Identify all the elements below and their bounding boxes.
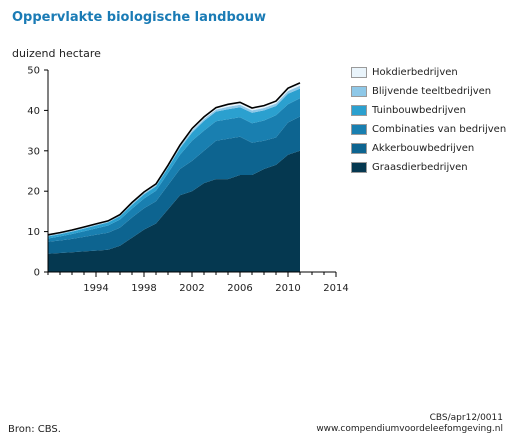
legend-label: Tuinbouwbedrijven [372, 105, 466, 116]
y-tick-label: 50 [27, 66, 40, 77]
x-tick-label: 1994 [83, 283, 108, 294]
y-tick-label: 20 [27, 187, 40, 198]
credit-block: CBS/apr12/0011 www.compendiumvoordeleefo… [316, 413, 503, 435]
legend-label: Combinaties van bedrijven [372, 124, 507, 135]
legend-swatch [351, 86, 367, 97]
x-tick-label: 2010 [275, 283, 300, 294]
legend-label: Graasdierbedrijven [372, 162, 468, 173]
x-tick-label: 2014 [323, 283, 348, 294]
legend-swatch [351, 105, 367, 116]
y-tick-label: 30 [27, 146, 40, 157]
y-tick-label: 40 [27, 106, 40, 117]
legend-swatch [351, 67, 367, 78]
legend-label: Akkerbouwbedrijven [372, 143, 475, 154]
legend-label: Hokdierbedrijven [372, 67, 458, 78]
y-axis-label: duizend hectare [12, 47, 101, 60]
total-outline [47, 82, 301, 236]
legend-swatch [351, 162, 367, 173]
legend-item-akkerbouwbedrijven: Akkerbouwbedrijven [351, 142, 511, 155]
legend-swatch [351, 124, 367, 135]
area-combinaties-van-bedrijven [48, 98, 300, 242]
area-tuinbouwbedrijven [48, 88, 300, 239]
y-tick-label: 0 [34, 268, 40, 279]
legend-item-hokdierbedrijven: Hokdierbedrijven [351, 66, 511, 79]
x-tick-label: 2006 [227, 283, 252, 294]
legend-item-blijvende-teeltbedrijven: Blijvende teeltbedrijven [351, 85, 511, 98]
x-tick-label: 1998 [131, 283, 156, 294]
legend-item-tuinbouwbedrijven: Tuinbouwbedrijven [351, 104, 511, 117]
chart-legend: Hokdierbedrijven Blijvende teeltbedrijven… [351, 66, 511, 180]
area-graasdierbedrijven [48, 150, 300, 272]
source-note: Bron: CBS. [8, 424, 61, 435]
credit-code: CBS/apr12/0011 [429, 413, 503, 423]
area-akkerbouwbedrijven [48, 116, 300, 254]
stacked-area-chart: 0 10 20 30 40 50 1994 1998 2002 2006 2010 2014 [27, 66, 348, 295]
y-tick-label: 10 [27, 227, 40, 238]
legend-item-graasdierbedrijven: Graasdierbedrijven [351, 161, 511, 174]
x-tick-label: 2002 [179, 283, 204, 294]
legend-label: Blijvende teeltbedrijven [372, 86, 492, 97]
chart-title: Oppervlakte biologische landbouw [12, 10, 266, 25]
legend-swatch [351, 143, 367, 154]
legend-item-combinaties-van-bedrijven: Combinaties van bedrijven [351, 123, 511, 136]
credit-url: www.compendiumvoordeleefomgeving.nl [316, 424, 503, 434]
